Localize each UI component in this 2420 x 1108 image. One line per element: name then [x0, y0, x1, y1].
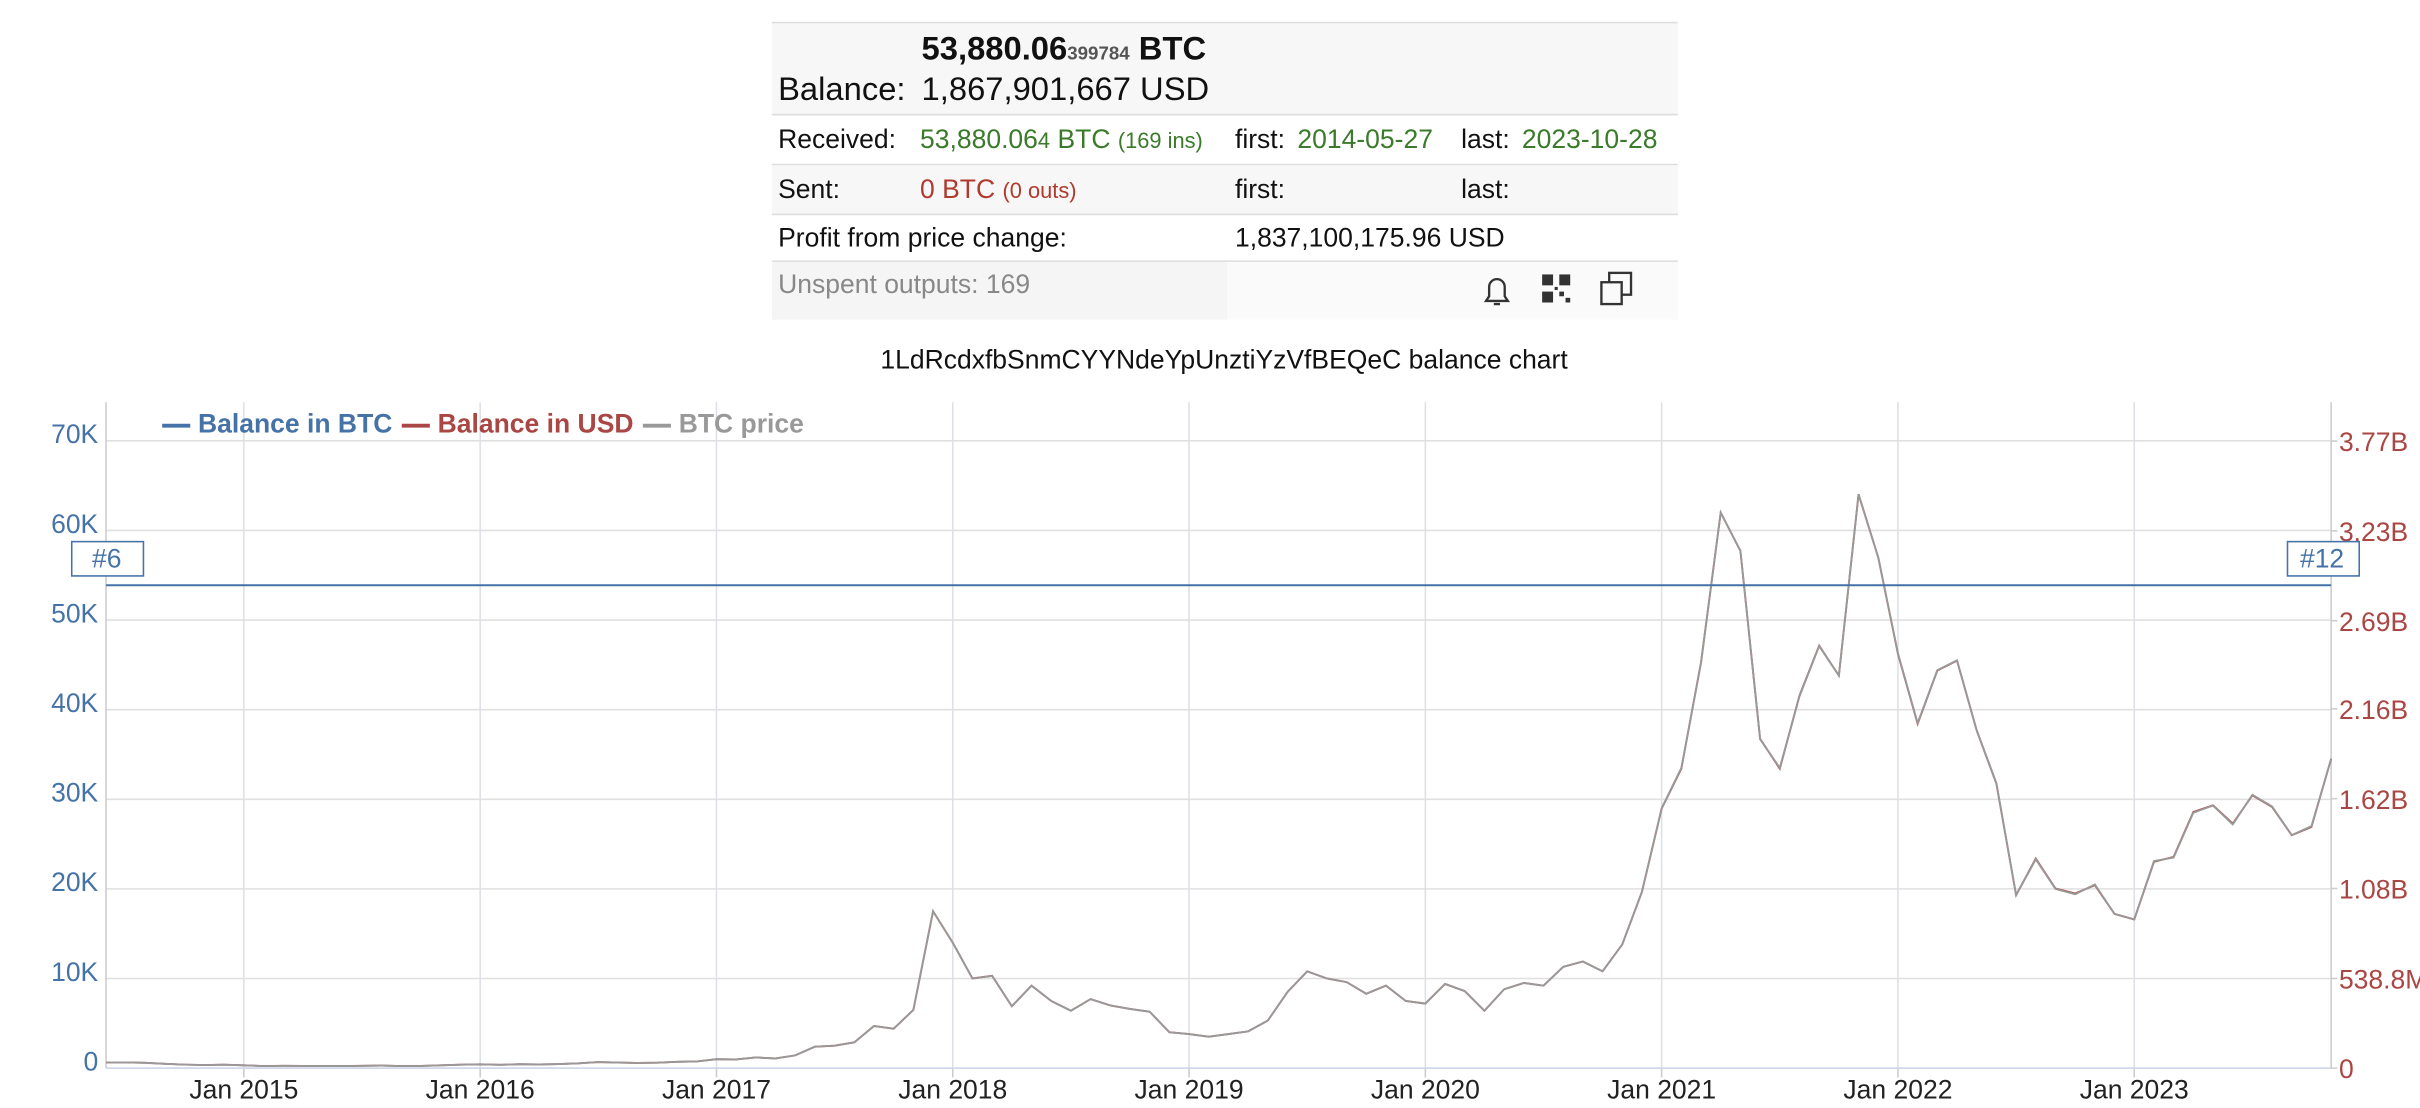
- y-tick-label: 50K: [51, 598, 98, 628]
- flag: [70, 540, 145, 577]
- y-tick-label: 70K: [51, 419, 98, 449]
- first-label: first:: [1234, 124, 1286, 155]
- flag-label: #12: [2300, 543, 2344, 573]
- legend-label: Balance in USD: [438, 409, 634, 439]
- last: 2023-10-28: [1521, 124, 1658, 155]
- first: 2014-05-27: [1297, 124, 1433, 155]
- y2-tick-label: 0: [2339, 1054, 2354, 1084]
- qr-icon[interactable]: [1542, 274, 1571, 303]
- first-label: first:: [1234, 174, 1286, 205]
- count: (0 outs): [1002, 177, 1077, 203]
- received-row: Received: 53,880.064 BTC (169 ins) first…: [771, 117, 1678, 166]
- count: (169 ins): [1117, 127, 1203, 153]
- y-tick-label: 40K: [51, 688, 98, 718]
- x-tick-label: Jan 2020: [1371, 1075, 1480, 1105]
- x-tick-label: Jan 2016: [426, 1075, 535, 1105]
- amount-small: 4: [1037, 127, 1051, 153]
- y-tick-label: 30K: [51, 778, 98, 808]
- flag: [2286, 540, 2361, 577]
- profit: 1,837,100,175.96 USD: [1234, 222, 1505, 253]
- label: Sent:: [778, 174, 840, 205]
- amount: 0 BTC: [919, 174, 996, 205]
- y2-tick-label: 1.08B: [2339, 875, 2408, 905]
- copy-icon[interactable]: [1600, 271, 1633, 306]
- label: Received:: [778, 124, 896, 155]
- y2-tick-label: 2.16B: [2339, 695, 2408, 725]
- chart: 1LdRcdxfbSnmCYYNdeYpUnztiYzVfBEQeC balan…: [51, 345, 2420, 1105]
- x-tick-label: Jan 2022: [1843, 1075, 1952, 1105]
- y2-tick-label: 3.77B: [2339, 427, 2408, 457]
- flag-label: #6: [92, 543, 121, 573]
- balance-label: Balance:: [778, 71, 906, 108]
- legend-label: BTC price: [679, 409, 804, 439]
- y2-tick-label: 2.69B: [2339, 607, 2408, 637]
- address-summary: 53,880.06399784 BTC Balance: 1,867,901,6…: [771, 21, 1678, 320]
- x-tick-label: Jan 2018: [898, 1075, 1007, 1105]
- unspent: Unspent outputs: 169: [778, 269, 1031, 300]
- btc-unit: BTC: [1138, 31, 1207, 68]
- x-tick-label: Jan 2023: [2080, 1075, 2189, 1105]
- btc-balance: 53,880.06399784 BTC: [922, 31, 1207, 68]
- sent-row: Sent: 0 BTC (0 outs) first: last:: [771, 165, 1678, 216]
- y-tick-label: 60K: [51, 509, 98, 539]
- y2-tick-label: 538.8M: [2339, 965, 2420, 995]
- unit: BTC: [1057, 124, 1111, 155]
- legend-label: Balance in BTC: [198, 409, 392, 439]
- label: Profit from price change:: [778, 222, 1067, 253]
- x-tick-label: Jan 2017: [662, 1075, 771, 1105]
- x-tick-label: Jan 2019: [1135, 1075, 1244, 1105]
- last-label: last:: [1461, 124, 1510, 155]
- sent-amount: 0 BTC (0 outs): [920, 175, 1077, 206]
- y-tick-label: 0: [83, 1046, 98, 1076]
- balance-row: 53,880.06399784 BTC Balance: 1,867,901,6…: [771, 23, 1678, 116]
- icons: [1483, 271, 1633, 306]
- amount: 53,880.06: [919, 124, 1038, 155]
- y-tick-label: 20K: [51, 867, 98, 897]
- balance-usd: 1,867,901,667 USD: [921, 71, 1210, 108]
- btc-small: 399784: [1067, 42, 1130, 64]
- unspent-row: Unspent outputs: 169: [771, 261, 1678, 320]
- profit-row: Profit from price change: 1,837,100,175.…: [771, 215, 1678, 262]
- bell-icon[interactable]: [1483, 278, 1511, 306]
- cell-bg: [771, 261, 1228, 320]
- received-amount: 53,880.064 BTC (169 ins): [920, 125, 1203, 156]
- series-line: [106, 494, 2333, 1068]
- x-tick-label: Jan 2021: [1607, 1075, 1716, 1105]
- x-tick-label: Jan 2015: [189, 1075, 298, 1105]
- y2-tick-label: 1.62B: [2339, 785, 2408, 815]
- last-label: last:: [1461, 174, 1510, 205]
- series-line: [106, 494, 2333, 1068]
- btc-main: 53,880.06: [921, 31, 1068, 68]
- y-tick-label: 10K: [51, 957, 98, 987]
- chart-title: 1LdRcdxfbSnmCYYNdeYpUnztiYzVfBEQeC balan…: [880, 345, 1568, 375]
